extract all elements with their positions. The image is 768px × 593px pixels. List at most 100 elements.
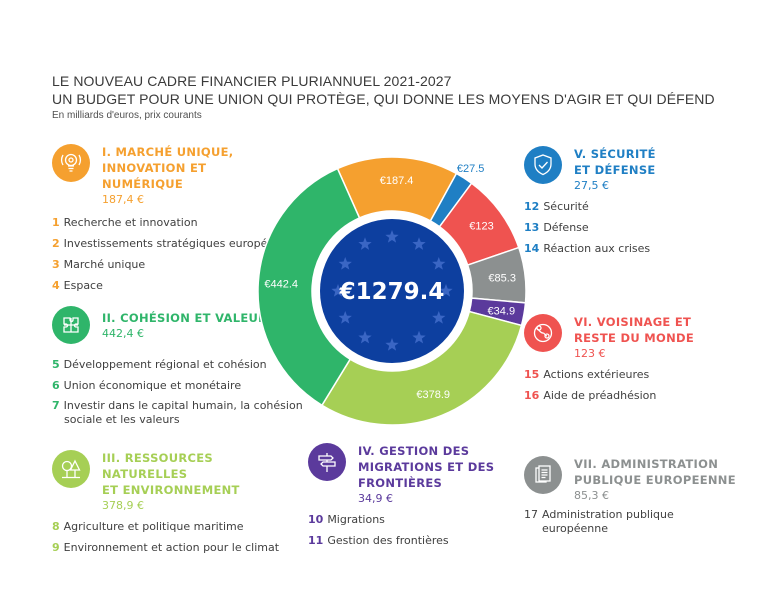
section-marche-unique: I. MARCHÉ UNIQUE, INNOVATION ET NUMÉRIQU… <box>52 144 282 296</box>
item-number: 6 <box>52 379 60 392</box>
globe-icon <box>524 314 562 352</box>
section-amount: 27,5 € <box>574 179 609 192</box>
section-header: I. MARCHÉ UNIQUE, INNOVATION ET NUMÉRIQU… <box>52 144 282 208</box>
list-item: 17 Administration publique européenne <box>524 508 712 536</box>
section-title-line: INNOVATION ET NUMÉRIQUE <box>102 161 207 191</box>
list-item: 1 Recherche et innovation <box>52 212 282 233</box>
item-number: 10 <box>308 513 324 526</box>
puzzle-icon <box>52 306 90 344</box>
section-cohesion-valeurs: II. COHÉSION ET VALEURS 442,4 € 5 Dévelop… <box>52 306 303 427</box>
section-amount: 123 € <box>574 347 606 360</box>
slice-value-label: €85.3 <box>488 273 516 285</box>
list-item: 15 Actions extérieures <box>524 364 724 385</box>
section-title-line: V. SÉCURITÉ <box>574 147 656 161</box>
section-header: VII. ADMINISTRATION PUBLIQUE EUROPEENNE … <box>524 456 744 504</box>
star-icon <box>338 257 352 270</box>
section-items: 5 Développement régional et cohésion 6 Uni… <box>52 354 303 427</box>
section-amount: 378,9 € <box>102 499 144 512</box>
list-item: 6 Union économique et monétaire <box>52 375 302 396</box>
item-number: 12 <box>524 200 540 213</box>
item-number: 2 <box>52 237 60 250</box>
section-items: 1 Recherche et innovation 2 Investissement… <box>52 212 282 296</box>
item-number: 11 <box>308 534 324 547</box>
item-number: 1 <box>52 216 60 229</box>
item-label: Espace <box>63 279 103 292</box>
slice-value-label: €187.4 <box>380 175 414 187</box>
documents-icon <box>524 456 562 494</box>
section-items: 12 Sécurité 13 Défense 14 Réaction aux cris… <box>524 196 724 259</box>
title-line-1: LE NOUVEAU CADRE FINANCIER PLURIANNUEL 2… <box>52 73 452 89</box>
section-title-line: FRONTIÈRES <box>358 476 443 490</box>
shield-check-icon <box>524 146 562 184</box>
list-item: 10 Migrations <box>308 509 508 530</box>
item-number: 13 <box>524 221 540 234</box>
item-number: 4 <box>52 279 60 292</box>
star-icon <box>439 284 453 297</box>
item-label: Administration publique européenne <box>542 508 674 535</box>
star-icon <box>432 257 446 270</box>
item-label: Environnement et action pour le climat <box>63 541 280 554</box>
item-label: Actions extérieures <box>543 368 650 381</box>
chart-title: LE NOUVEAU CADRE FINANCIER PLURIANNUEL 2… <box>52 72 715 108</box>
list-item: 12 Sécurité <box>524 196 724 217</box>
list-item: 5 Développement régional et cohésion <box>52 354 302 375</box>
section-title: III. RESSOURCES NATURELLES ET ENVIRONNEM… <box>102 450 302 498</box>
star-icon <box>331 284 345 297</box>
section-items: 15 Actions extérieures 16 Aide de préadhés… <box>524 364 724 406</box>
section-administration: VII. ADMINISTRATION PUBLIQUE EUROPEENNE … <box>524 456 744 536</box>
item-number: 15 <box>524 368 540 381</box>
section-title-line: III. RESSOURCES NATURELLES <box>102 451 214 481</box>
section-title: II. COHÉSION ET VALEURS <box>102 311 276 325</box>
item-number: 3 <box>52 258 60 271</box>
section-title-line: ET ENVIRONNEMENT <box>102 483 240 497</box>
eu-flag-circle <box>320 219 464 363</box>
item-number: 7 <box>52 399 60 412</box>
item-label: Investissements stratégiques européens <box>63 237 270 250</box>
list-item: 4 Espace <box>52 275 282 296</box>
section-title-line: I. MARCHÉ UNIQUE, <box>102 145 234 159</box>
item-number: 14 <box>524 242 540 255</box>
star-icon <box>358 237 372 250</box>
slice-value-label: €27.5 <box>457 163 485 175</box>
star-icon <box>385 338 399 351</box>
section-items: 10 Migrations 11 Gestion des frontières <box>308 509 508 551</box>
section-header: VI. VOISINAGE ET RESTE DU MONDE 123 € <box>524 314 724 362</box>
section-title-line: VII. ADMINISTRATION <box>574 457 719 471</box>
slice-value-label: €34.9 <box>488 305 516 317</box>
section-title: V. SÉCURITÉ ET DÉFENSE <box>574 146 724 178</box>
section-amount: 442,4 € <box>102 327 144 340</box>
item-label: Gestion des frontières <box>327 534 449 547</box>
section-securite-defense: V. SÉCURITÉ ET DÉFENSE 27,5 € 12 Sécurité… <box>524 146 724 259</box>
budget-donut-chart: €1279.4 €187.4€27.5€123€85.3€34.9€378.9€… <box>257 156 527 426</box>
chart-subtitle: En milliards d'euros, prix courants <box>52 110 202 121</box>
section-title: VI. VOISINAGE ET RESTE DU MONDE <box>574 314 724 346</box>
slice-value-label: €123 <box>469 220 493 232</box>
item-number: 8 <box>52 520 60 533</box>
item-label: Recherche et innovation <box>63 216 198 229</box>
trees-icon <box>52 450 90 488</box>
section-title: VII. ADMINISTRATION PUBLIQUE EUROPEENNE <box>574 456 744 488</box>
total-amount: €1279.4 <box>339 279 445 305</box>
list-item: 13 Défense <box>524 217 724 238</box>
item-number: 16 <box>524 389 540 402</box>
section-header: II. COHÉSION ET VALEURS 442,4 € <box>52 306 302 346</box>
item-number: 17 <box>524 508 538 521</box>
item-label: Migrations <box>327 513 385 526</box>
item-label: Agriculture et politique maritime <box>63 520 244 533</box>
section-title-line: ET DÉFENSE <box>574 163 656 177</box>
star-icon <box>412 237 426 250</box>
donut-labels: €187.4 €27.5 €123 €85.3 €34.9 €378.9 €442.4 <box>264 163 516 401</box>
section-amount: 34,9 € <box>358 492 393 505</box>
star-icon <box>412 330 426 344</box>
section-header: III. RESSOURCES NATURELLES ET ENVIRONNEM… <box>52 450 302 514</box>
item-label: Aide de préadhésion <box>543 389 657 402</box>
lightbulb-icon <box>52 144 90 182</box>
list-item: 3 Marché unique <box>52 254 282 275</box>
section-items: 17 Administration publique européenne <box>524 508 744 536</box>
section-migrations-frontieres: IV. GESTION DES MIGRATIONS ET DES FRONTI… <box>308 443 508 551</box>
list-item: 8 Agriculture et politique maritime <box>52 516 302 537</box>
slice-value-label: €378.9 <box>416 389 450 401</box>
list-item: 11 Gestion des frontières <box>308 530 508 551</box>
signpost-icon <box>308 443 346 481</box>
star-icon <box>432 311 446 324</box>
